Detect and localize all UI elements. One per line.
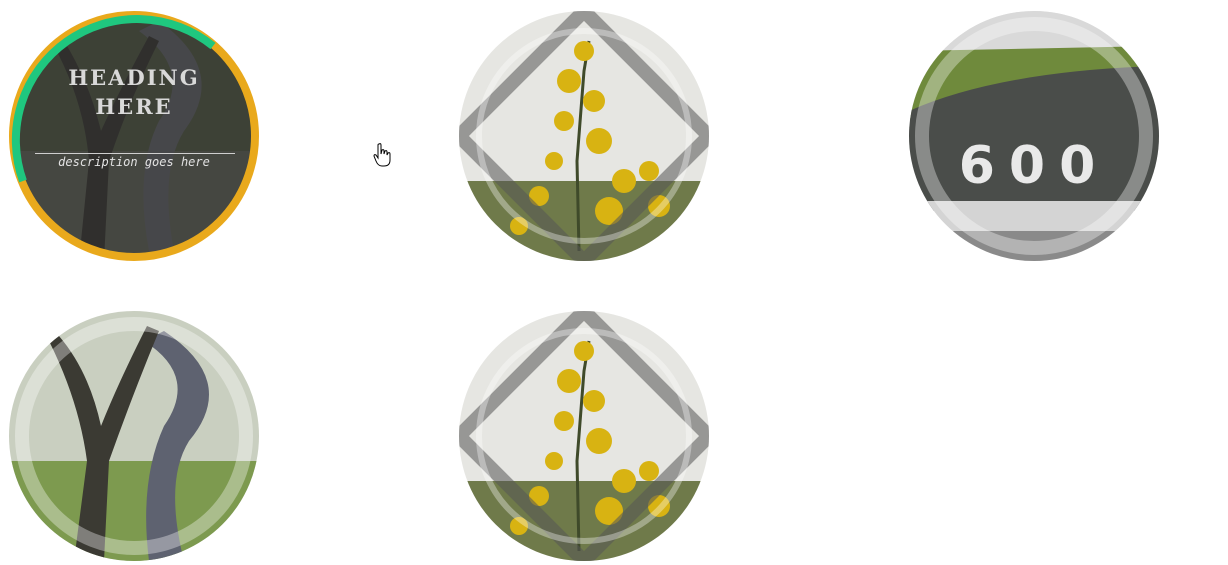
road-marking-text: 600 [959,136,1110,196]
tile-image [459,311,709,561]
tile-image: 600 [909,11,1159,261]
image-tile-yellow-blossoms-2[interactable] [459,311,709,561]
image-tile-yellow-blossoms[interactable] [459,11,709,261]
image-tile-road[interactable]: 600 [909,11,1159,261]
image-tile-tree-archway[interactable] [9,311,259,561]
image-tile-tree-archway-hovered[interactable]: HEADING HERE description goes here [9,11,259,261]
tile-image [9,11,259,261]
tile-image [459,11,709,261]
hand-pointer-icon [373,143,391,167]
tile-image [9,311,259,561]
